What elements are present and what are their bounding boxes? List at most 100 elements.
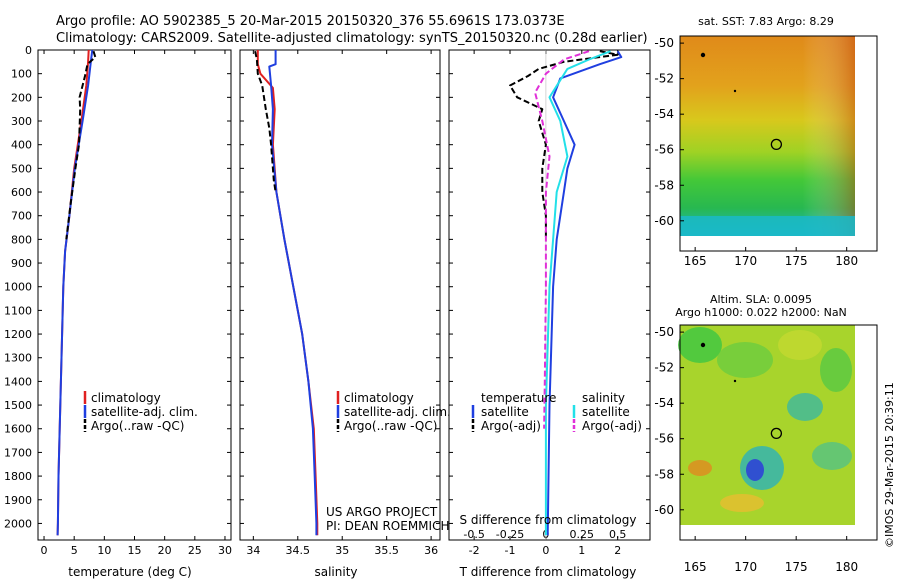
map-lon-label: 170 xyxy=(734,254,757,268)
title-line-1: Argo profile: AO 5902385_5 20-Mar-2015 2… xyxy=(56,14,565,29)
sla-eddy xyxy=(688,460,712,476)
sla-eddy xyxy=(787,393,823,421)
y-tick-label: 1600 xyxy=(4,423,32,436)
x-tick-label: 36 xyxy=(424,544,438,557)
temperature-legend: climatology satellite-adj. clim. Argo(..… xyxy=(83,391,198,433)
y-tick-label: 200 xyxy=(11,91,32,104)
x-tick-label: 34 xyxy=(246,544,260,557)
sst-field-shade xyxy=(680,36,855,236)
difference-xlabel: T difference from climatology xyxy=(459,565,637,579)
map-lat-label: -52 xyxy=(654,361,674,375)
map-lat-label: -56 xyxy=(654,143,674,157)
temperature-xlabel: temperature (deg C) xyxy=(68,565,191,579)
y-tick-label: 1500 xyxy=(4,399,32,412)
legend-label-s-satellite: satellite xyxy=(582,405,630,419)
land-speck xyxy=(733,89,737,93)
map-lon-label: 175 xyxy=(785,560,808,574)
project-credit: US ARGO PROJECT xyxy=(326,505,438,519)
legend-label-argo: Argo(..raw -QC) xyxy=(344,419,437,433)
maps-axes-layer: 165 170 175 180 -50 -52 -54 -56 -58 -60 165 170 175 1… xyxy=(654,36,858,574)
series-line-salinity-argo-adj xyxy=(534,50,590,429)
legend-group-salinity: salinity xyxy=(582,391,625,405)
series-line-satellite-adj-clim xyxy=(268,50,318,536)
x-tick-label: -2 xyxy=(469,544,480,557)
map-lon-label: 180 xyxy=(835,254,858,268)
pi-credit: PI: DEAN ROEMMICH xyxy=(326,519,449,533)
argo-position-marker xyxy=(770,427,783,440)
y-tick-label: 1000 xyxy=(4,281,32,294)
y-tick-label: 1200 xyxy=(4,328,32,341)
map-lon-label: 180 xyxy=(835,560,858,574)
legend-label-argo: Argo(..raw -QC) xyxy=(91,419,184,433)
sla-map-frame xyxy=(679,324,878,541)
series-line-satellite-adj-clim xyxy=(56,49,94,536)
x-tick-label: 0 xyxy=(41,544,48,557)
x-tick-label: 2 xyxy=(614,544,621,557)
sst-map-frame xyxy=(679,35,878,252)
legend-label-satellite: satellite-adj. clim. xyxy=(91,405,198,419)
y-tick-label: 2000 xyxy=(4,517,32,530)
sla-map-title-1: Altim. SLA: 0.0095 xyxy=(710,293,812,306)
x-tick-label: 25 xyxy=(188,544,202,557)
sst-map: sat. SST: 7.83 Argo: 8.29 xyxy=(679,15,878,252)
y-tick-label: 600 xyxy=(11,186,32,199)
y-tick-label: 0 xyxy=(25,44,32,57)
x-tick-label: -1 xyxy=(505,544,516,557)
sla-eddy xyxy=(812,442,852,470)
map-lat-label: -60 xyxy=(654,503,674,517)
legend-label-satellite: satellite-adj. clim. xyxy=(344,405,451,419)
map-lon-label: 165 xyxy=(684,254,707,268)
map-lat-label: -58 xyxy=(654,467,674,481)
x-tick-label: 10 xyxy=(97,544,111,557)
difference-legend: temperature satellite Argo(-adj) salinit… xyxy=(471,391,642,433)
y-tick-label: 1400 xyxy=(4,375,32,388)
map-lat-label: -60 xyxy=(654,214,674,228)
sla-eddy xyxy=(678,327,722,363)
difference-x2label: S difference from climatology xyxy=(460,513,637,527)
legend-label-t-argo: Argo(-adj) xyxy=(481,419,541,433)
sst-cold-band xyxy=(680,216,855,236)
sla-eddy xyxy=(820,348,852,392)
land-speck xyxy=(700,342,706,348)
legend-label-s-argo: Argo(-adj) xyxy=(582,419,642,433)
map-lat-label: -52 xyxy=(654,72,674,86)
title-line-2: Climatology: CARS2009. Satellite-adjuste… xyxy=(56,31,648,46)
map-lat-label: -50 xyxy=(654,325,674,339)
sla-eddy xyxy=(720,494,764,512)
y-tick-label: 1800 xyxy=(4,470,32,483)
x-tick-label: 35 xyxy=(335,544,349,557)
x-tick-label: 15 xyxy=(128,544,142,557)
sla-eddy xyxy=(746,459,764,481)
y-tick-label: 800 xyxy=(11,233,32,246)
sla-eddy xyxy=(778,330,822,360)
imos-stamp: ©IMOS 29-Mar-2015 20:39:11 xyxy=(883,382,896,548)
land-speck xyxy=(700,52,706,58)
y-tick-label: 700 xyxy=(11,210,32,223)
lines-layer xyxy=(56,49,623,536)
land-speck xyxy=(733,379,737,383)
x-tick-label: 20 xyxy=(158,544,172,557)
y-tick-label: 900 xyxy=(11,257,32,270)
y-tick-label: 1900 xyxy=(4,494,32,507)
temperature-panel-frame xyxy=(37,49,232,541)
x2-tick-label: -0.25 xyxy=(496,528,524,541)
legend-group-temperature: temperature xyxy=(481,391,556,405)
map-lat-label: -54 xyxy=(654,107,674,121)
x2-tick-label: 0.5 xyxy=(609,528,627,541)
map-lat-label: -58 xyxy=(654,178,674,192)
x-tick-label: 5 xyxy=(71,544,78,557)
x-tick-label: 35.5 xyxy=(374,544,399,557)
sla-map-title-2: Argo h1000: 0.022 h2000: NaN xyxy=(675,306,847,319)
x-tick-label: 0 xyxy=(542,544,549,557)
series-line-temperature-satellite xyxy=(546,50,623,536)
salinity-legend: climatology satellite-adj. clim. Argo(..… xyxy=(336,391,451,433)
map-lon-label: 165 xyxy=(684,560,707,574)
map-lon-label: 175 xyxy=(785,254,808,268)
x-tick-label: 30 xyxy=(218,544,232,557)
y-tick-label: 100 xyxy=(11,68,32,81)
y-tick-label: 500 xyxy=(11,162,32,175)
map-lat-label: -50 xyxy=(654,36,674,50)
x2-tick-label: -0.5 xyxy=(463,528,484,541)
legend-label-climatology: climatology xyxy=(91,391,161,405)
